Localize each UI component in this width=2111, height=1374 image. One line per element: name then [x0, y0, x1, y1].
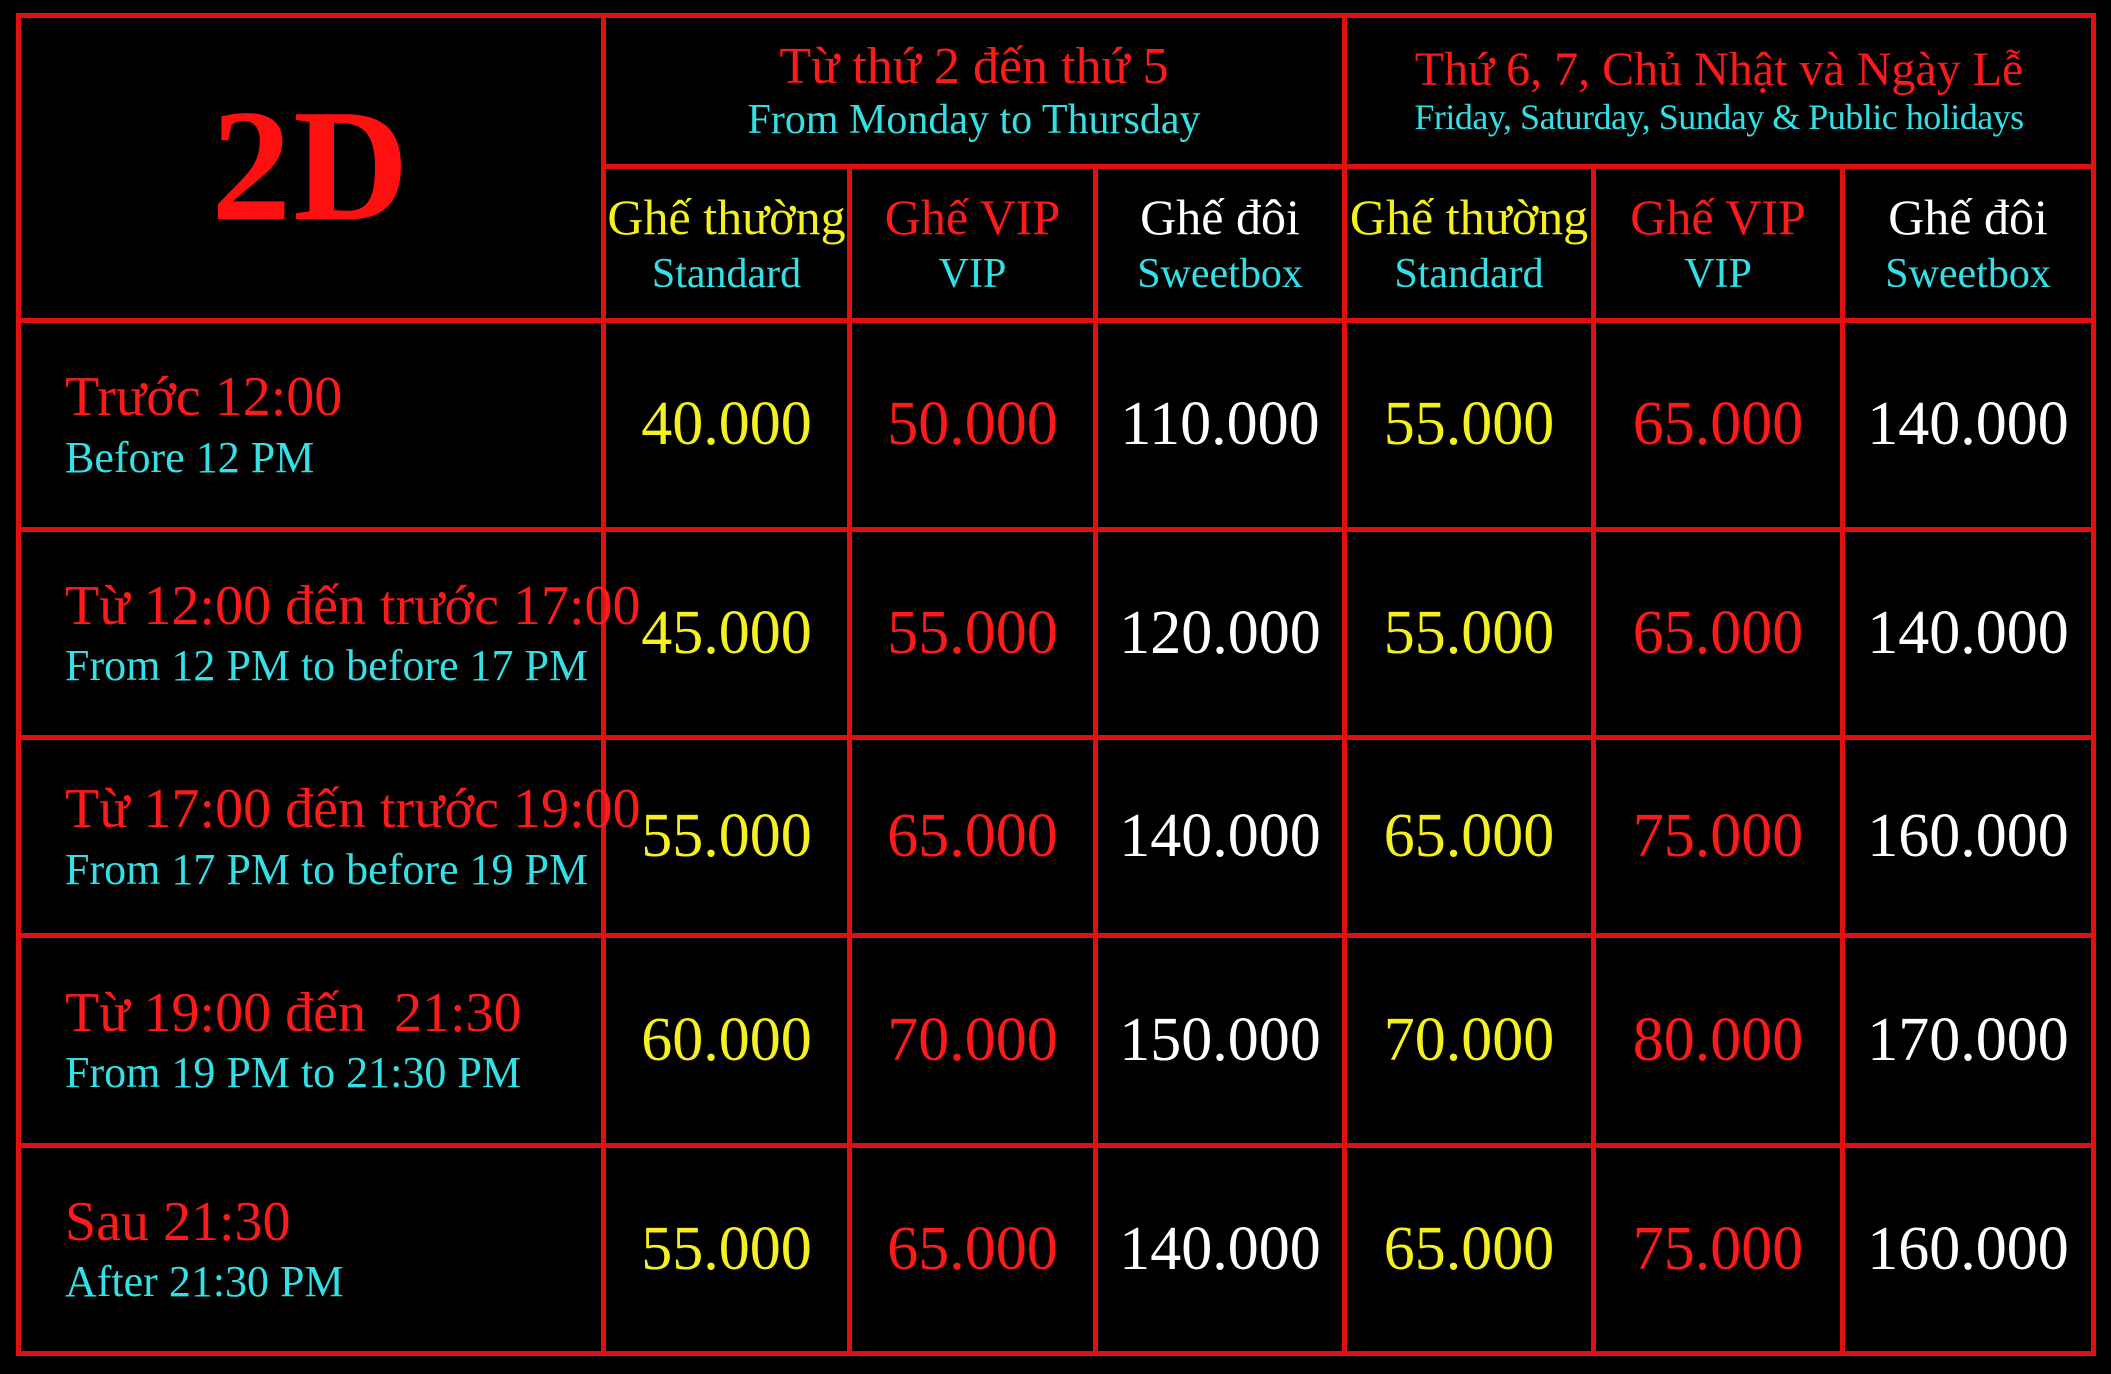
price-sweetbox: 160.000 — [1840, 735, 2097, 939]
time-slot-vi: Từ 12:00 đến trước 17:00 — [65, 575, 641, 638]
group-label-en: From Monday to Thursday — [747, 97, 1201, 144]
weekend-group-header: Thứ 6, 7, Chủ Nhật và Ngày Lễ Friday, Sa… — [1342, 13, 2097, 169]
price-vip: 65.000 — [847, 1142, 1098, 1357]
price-sweetbox: 160.000 — [1840, 1142, 2097, 1357]
time-slot-vi: Từ 17:00 đến trước 19:00 — [65, 778, 641, 841]
seat-label-en: Sweetbox — [1137, 250, 1303, 297]
time-slot-en: Before 12 PM — [65, 432, 315, 482]
seat-header-standard: Ghế thường Standard — [601, 163, 852, 323]
price-standard: 45.000 — [601, 527, 852, 741]
seat-label-en: VIP — [938, 250, 1007, 297]
price-vip: 65.000 — [1591, 527, 1846, 741]
price-vip: 65.000 — [1591, 317, 1846, 533]
price-sweetbox: 150.000 — [1092, 933, 1348, 1148]
price-standard: 70.000 — [1342, 933, 1597, 1148]
table-row: Từ 19:00 đến 21:30 From 19 PM to 21:30 P… — [16, 933, 2097, 1148]
time-slot-cell: Từ 12:00 đến trước 17:00 From 12 PM to b… — [16, 527, 641, 741]
price-vip: 80.000 — [1591, 933, 1846, 1148]
seat-label-vi: Ghế đôi — [1888, 188, 2048, 245]
format-title-cell: 2D — [16, 13, 606, 323]
price-sweetbox: 170.000 — [1840, 933, 2097, 1148]
price-standard: 40.000 — [601, 317, 852, 533]
price-vip: 50.000 — [847, 317, 1098, 533]
price-sweetbox: 140.000 — [1092, 735, 1348, 939]
seat-label-vi: Ghế thường — [1349, 188, 1589, 245]
time-slot-cell: Từ 17:00 đến trước 19:00 From 17 PM to b… — [16, 735, 641, 939]
table-row: Từ 12:00 đến trước 17:00 From 12 PM to b… — [16, 527, 2097, 741]
time-slot-vi: Sau 21:30 — [65, 1190, 291, 1253]
seat-header-sweetbox: Ghế đôi Sweetbox — [1092, 163, 1348, 323]
price-sweetbox: 140.000 — [1840, 527, 2097, 741]
seat-label-vi: Ghế VIP — [1630, 188, 1806, 245]
price-standard: 55.000 — [1342, 527, 1597, 741]
time-slot-vi: Từ 19:00 đến 21:30 — [65, 981, 522, 1044]
price-vip: 75.000 — [1591, 735, 1846, 939]
time-slot-cell: Từ 19:00 đến 21:30 From 19 PM to 21:30 P… — [16, 933, 606, 1148]
time-slot-cell: Trước 12:00 Before 12 PM — [16, 317, 606, 533]
table-row: Sau 21:30 After 21:30 PM 55.000 65.000 1… — [16, 1142, 2097, 1357]
price-standard: 65.000 — [1342, 1142, 1597, 1357]
price-sweetbox: 140.000 — [1092, 1142, 1348, 1357]
weekday-group-header: Từ thứ 2 đến thứ 5 From Monday to Thursd… — [600, 13, 1348, 169]
table-row: Trước 12:00 Before 12 PM 40.000 50.000 1… — [16, 317, 2097, 533]
price-standard: 55.000 — [601, 1142, 852, 1357]
seat-header-vip: Ghế VIP VIP — [847, 163, 1098, 323]
price-vip: 70.000 — [847, 933, 1098, 1148]
price-standard: 60.000 — [601, 933, 852, 1148]
time-slot-en: After 21:30 PM — [65, 1257, 344, 1307]
price-standard: 55.000 — [601, 735, 852, 939]
price-vip: 75.000 — [1591, 1142, 1846, 1357]
price-vip: 65.000 — [847, 735, 1098, 939]
time-slot-en: From 19 PM to 21:30 PM — [65, 1048, 521, 1098]
seat-label-en: VIP — [1684, 250, 1752, 297]
price-sweetbox: 110.000 — [1092, 317, 1348, 533]
price-vip: 55.000 — [847, 527, 1098, 741]
format-title: 2D — [211, 75, 411, 254]
time-slot-vi: Trước 12:00 — [65, 366, 343, 429]
header-row-seats: Ghế thường Standard Ghế VIP VIP Ghế đôi … — [19, 163, 2097, 323]
group-label-vi: Từ thứ 2 đến thứ 5 — [779, 37, 1169, 95]
time-slot-en: From 17 PM to before 19 PM — [65, 844, 589, 894]
price-standard: 65.000 — [1342, 735, 1597, 939]
seat-label-en: Sweetbox — [1885, 250, 2051, 297]
group-label-en: Friday, Saturday, Sunday & Public holida… — [1414, 97, 2024, 138]
seat-label-vi: Ghế VIP — [884, 188, 1061, 245]
table-row: Từ 17:00 đến trước 19:00 From 17 PM to b… — [16, 735, 2097, 939]
seat-label-vi: Ghế đôi — [1140, 188, 1300, 245]
seat-label-vi: Ghế thường — [607, 188, 846, 245]
price-table: 2D Từ thứ 2 đến thứ 5 From Monday to Thu… — [16, 13, 2097, 1357]
seat-header-vip: Ghế VIP VIP — [1591, 163, 1846, 323]
seat-header-standard: Ghế thường Standard — [1342, 163, 1597, 323]
group-label-vi: Thứ 6, 7, Chủ Nhật và Ngày Lễ — [1414, 42, 2024, 96]
seat-label-en: Standard — [651, 250, 802, 297]
time-slot-en: From 12 PM to before 17 PM — [65, 641, 589, 691]
price-standard: 55.000 — [1342, 317, 1597, 533]
price-sweetbox: 120.000 — [1092, 527, 1348, 741]
header-row-groups: 2D Từ thứ 2 đến thứ 5 From Monday to Thu… — [16, 13, 2097, 323]
seat-header-sweetbox: Ghế đôi Sweetbox — [1840, 163, 2097, 323]
time-slot-cell: Sau 21:30 After 21:30 PM — [16, 1142, 606, 1357]
seat-label-en: Standard — [1394, 250, 1544, 297]
price-sweetbox: 140.000 — [1840, 317, 2097, 533]
